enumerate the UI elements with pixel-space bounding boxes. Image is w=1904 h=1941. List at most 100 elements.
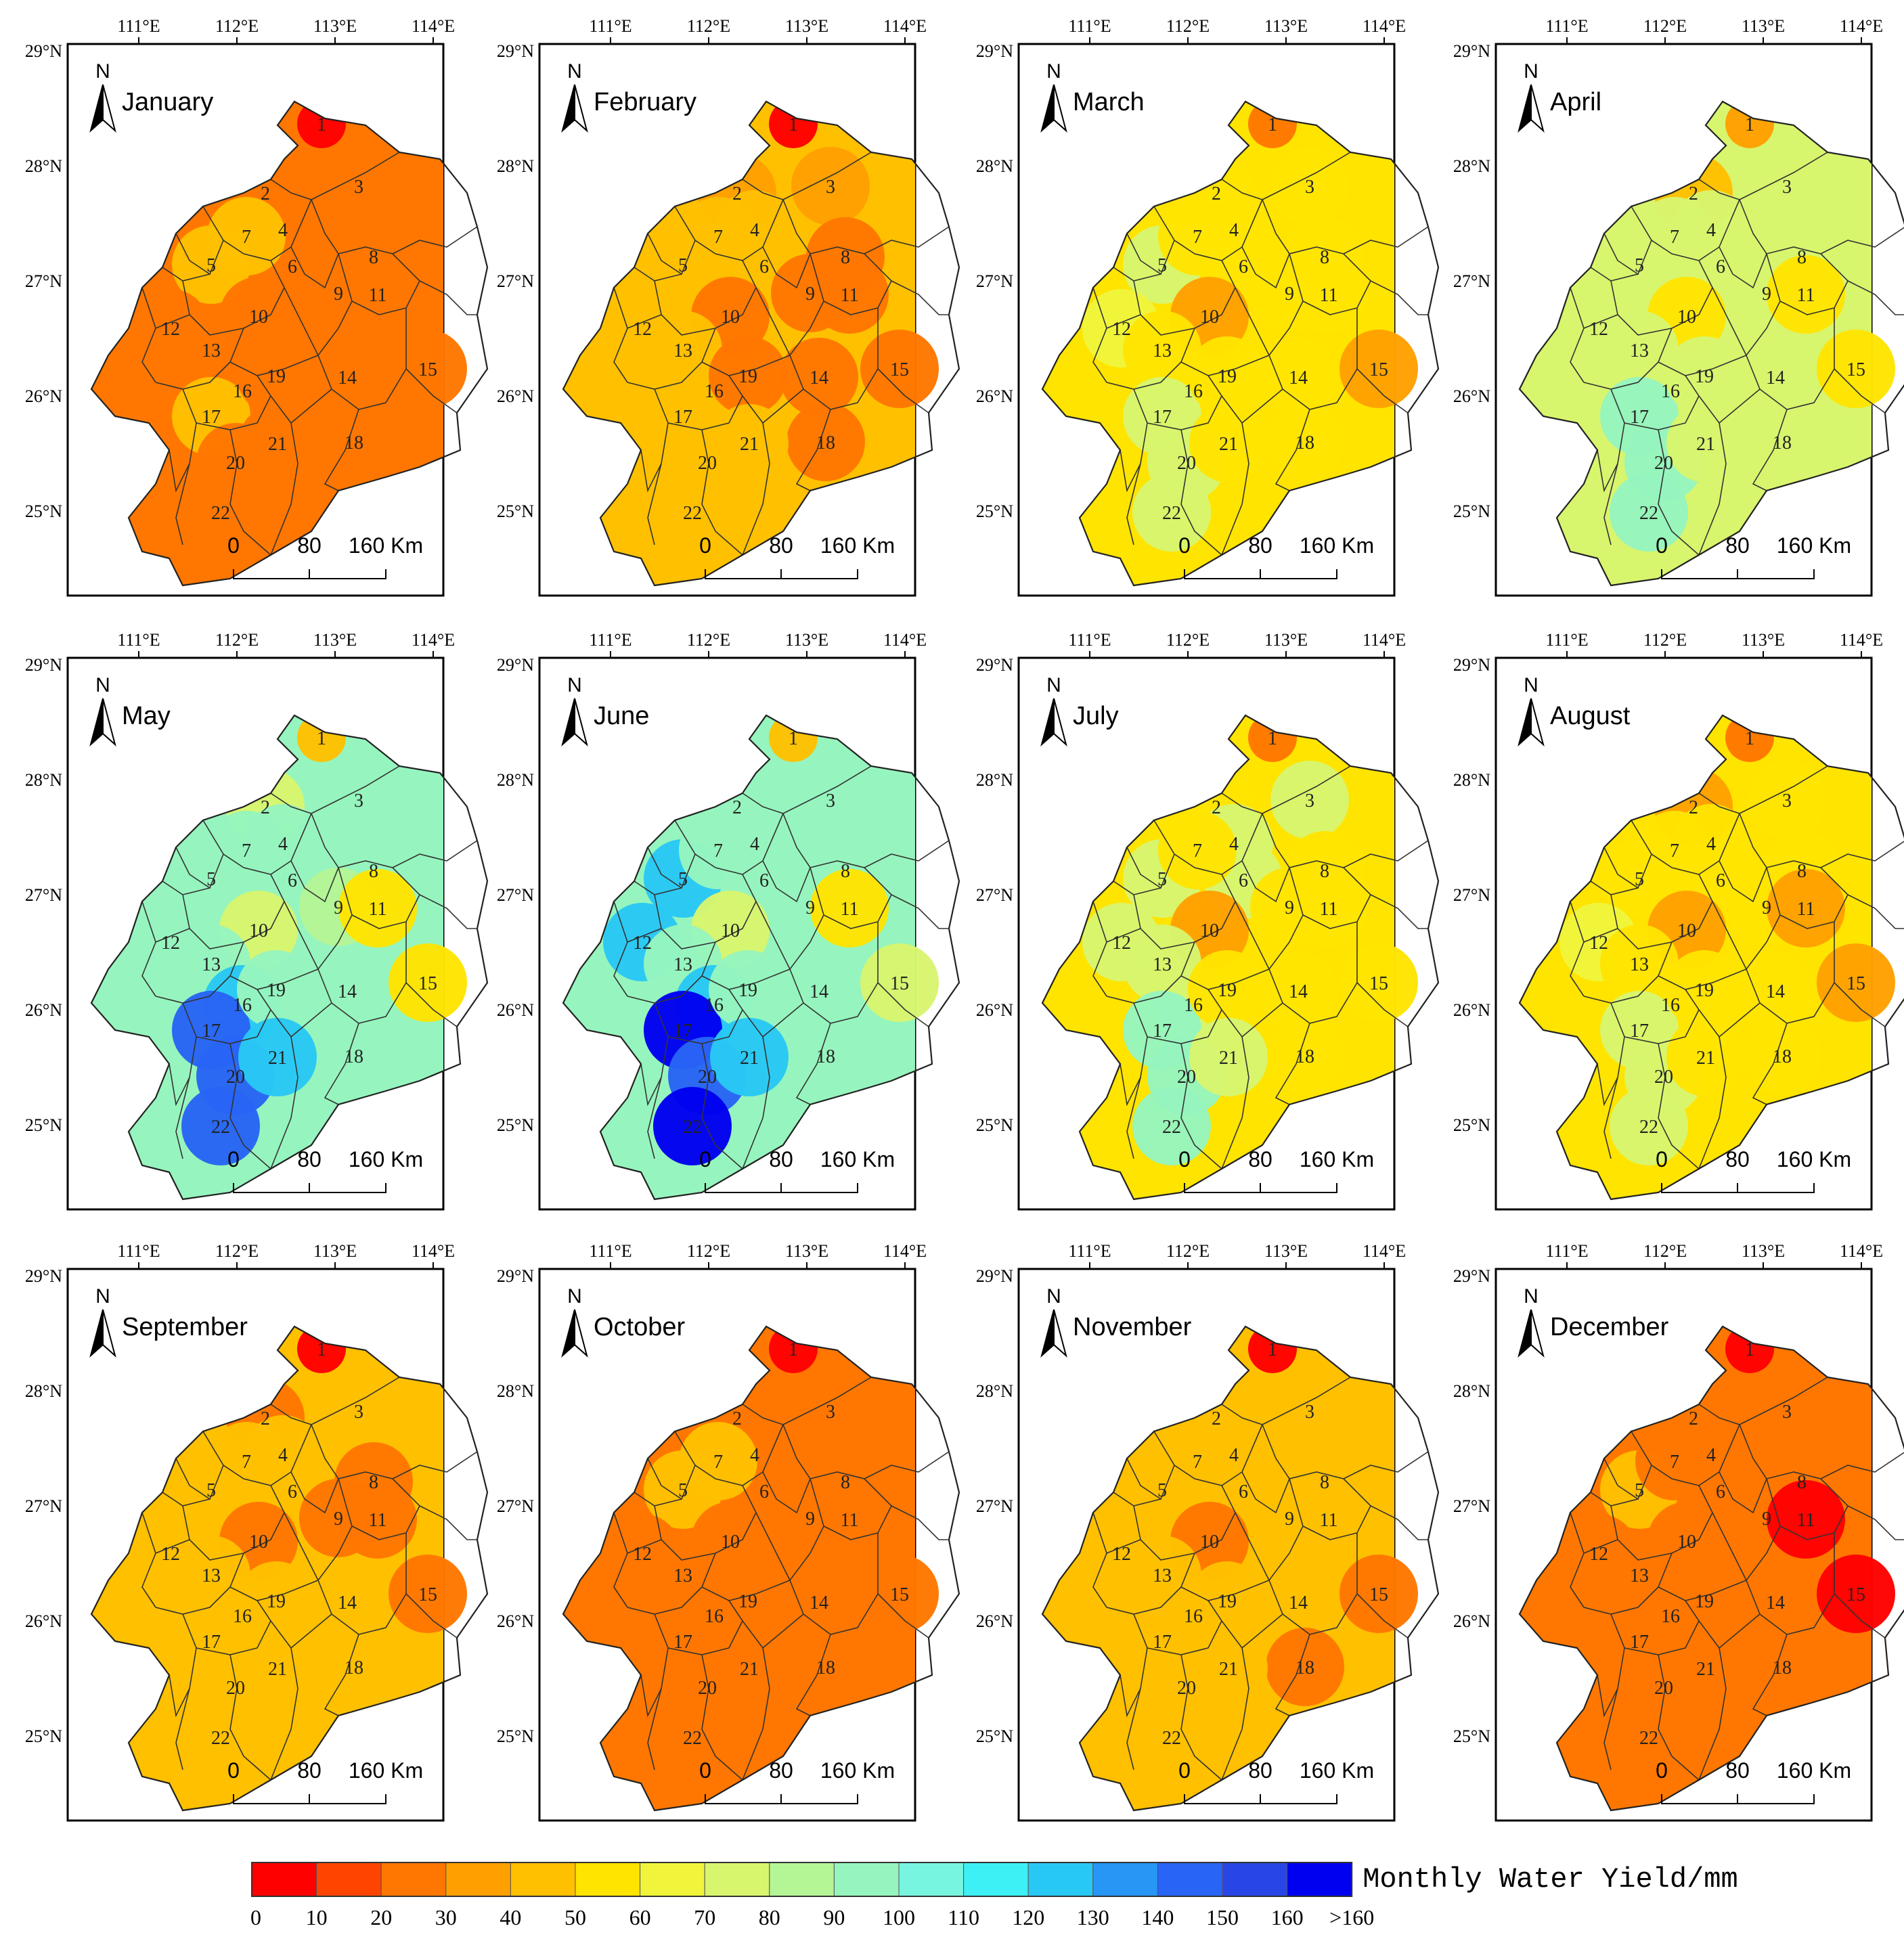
latitude-label: 27°N	[25, 885, 62, 905]
longitude-label: 112°E	[1166, 630, 1210, 650]
latitude-label: 28°N	[1453, 1381, 1490, 1401]
region-boundary	[419, 280, 477, 315]
map-panel-october: 111°E 112°E 113°E 114°E 29°N 28°N 27°N 26°N 25°N…	[497, 1241, 960, 1822]
latitude-label: 25°N	[25, 1115, 62, 1135]
latitude-label: 26°N	[497, 386, 534, 406]
region-boundary	[1221, 1620, 1249, 1781]
region-18-fill	[1743, 1628, 1821, 1706]
north-label: N	[1046, 60, 1061, 83]
scale-label: 160 Km	[349, 1758, 423, 1783]
region-number: 3	[826, 177, 835, 198]
region-boundary	[1241, 388, 1283, 424]
longitude-label: 113°E	[313, 16, 357, 36]
region-boundary	[290, 1613, 332, 1649]
region-number: 15	[418, 1584, 437, 1605]
region-number: 11	[841, 285, 859, 306]
region-boundary	[290, 388, 332, 424]
legend-swatch	[1027, 1862, 1094, 1897]
month-title: April	[1550, 88, 1601, 116]
region-number: 21	[268, 1048, 287, 1069]
region-boundary	[155, 1539, 190, 1554]
region-number: 18	[1773, 432, 1792, 453]
month-title: May	[122, 702, 171, 730]
region-boundary	[1235, 867, 1304, 970]
region-number: 5	[1635, 255, 1644, 276]
region-number: 15	[1846, 1584, 1865, 1605]
region-number: 22	[1162, 503, 1181, 524]
region-number: 1	[1745, 114, 1754, 135]
region-boundary	[762, 1613, 804, 1649]
longitude-label: 114°E	[1363, 1241, 1406, 1261]
region-number: 18	[816, 1657, 835, 1678]
region-22-fill	[1610, 473, 1688, 552]
region-number: 7	[1670, 227, 1679, 248]
region-boundary	[324, 1634, 359, 1716]
region-boundary	[877, 1593, 929, 1638]
region-boundary	[290, 1002, 332, 1038]
region-boundary	[795, 409, 831, 491]
region-number: 8	[1797, 247, 1807, 268]
region-number: 1	[789, 114, 798, 135]
region-11-fill	[1289, 1480, 1368, 1559]
region-number: 20	[226, 453, 245, 474]
region-21-fill	[1189, 1629, 1268, 1708]
region-boundary	[1180, 1043, 1222, 1169]
region-number: 2	[1212, 797, 1221, 818]
region-boundary	[647, 233, 696, 275]
region-boundary	[1746, 308, 1835, 410]
north-arrow-icon	[561, 84, 575, 133]
region-boundary	[175, 1458, 224, 1500]
region-boundary	[647, 1077, 662, 1159]
region-boundary	[175, 1688, 190, 1770]
region-boundary	[742, 765, 872, 814]
region-number: 22	[211, 1117, 230, 1138]
region-15-fill	[860, 330, 939, 408]
longitude-label: 111°E	[1545, 16, 1588, 36]
region-number: 14	[338, 1592, 357, 1613]
region-number: 20	[1654, 453, 1673, 474]
latitude-label: 26°N	[25, 1000, 62, 1020]
region-boundary	[141, 901, 156, 997]
scale-label: 80	[769, 1758, 793, 1783]
region-boundary	[155, 928, 190, 943]
region-boundary	[1221, 1009, 1249, 1169]
longitude-label: 111°E	[1068, 630, 1111, 650]
region-number: 8	[1797, 1472, 1807, 1493]
region-number: 9	[1762, 284, 1771, 305]
region-number: 7	[1193, 227, 1202, 248]
region-number: 4	[1229, 220, 1239, 241]
region-number: 10	[1677, 307, 1696, 328]
province-outline	[90, 714, 489, 1201]
latitude-label: 28°N	[976, 1381, 1013, 1401]
region-number: 15	[1369, 359, 1388, 380]
legend-swatch	[963, 1862, 1029, 1897]
region-boundary	[270, 395, 298, 556]
region-number: 5	[1157, 255, 1167, 276]
region-boundary	[1106, 1553, 1195, 1615]
region-11-fill	[1289, 869, 1368, 947]
latitude-label: 27°N	[25, 1496, 62, 1516]
region-number: 11	[1797, 285, 1815, 306]
month-title: December	[1550, 1313, 1669, 1341]
longitude-label: 113°E	[1264, 630, 1308, 650]
region-number: 20	[1177, 1678, 1196, 1699]
legend-tick-label: 150	[1206, 1905, 1239, 1929]
region-number: 5	[1157, 1480, 1167, 1501]
region-number: 8	[369, 1472, 378, 1493]
region-3-fill	[1748, 761, 1826, 839]
region-boundary	[1180, 355, 1270, 376]
region-number: 7	[1670, 841, 1679, 862]
region-boundary	[667, 989, 743, 1044]
region-number: 9	[805, 897, 815, 918]
latitude-label: 26°N	[976, 1000, 1013, 1020]
region-boundary	[1739, 199, 1904, 254]
region-21-fill	[710, 1629, 789, 1708]
region-boundary	[877, 368, 929, 414]
longitude-label: 114°E	[1840, 630, 1883, 650]
region-boundary	[202, 199, 312, 261]
region-boundary	[229, 429, 271, 556]
region-boundary	[1834, 982, 1886, 1027]
region-number: 6	[1716, 870, 1725, 891]
region-number: 10	[1200, 1532, 1219, 1553]
region-number: 13	[1153, 954, 1172, 975]
